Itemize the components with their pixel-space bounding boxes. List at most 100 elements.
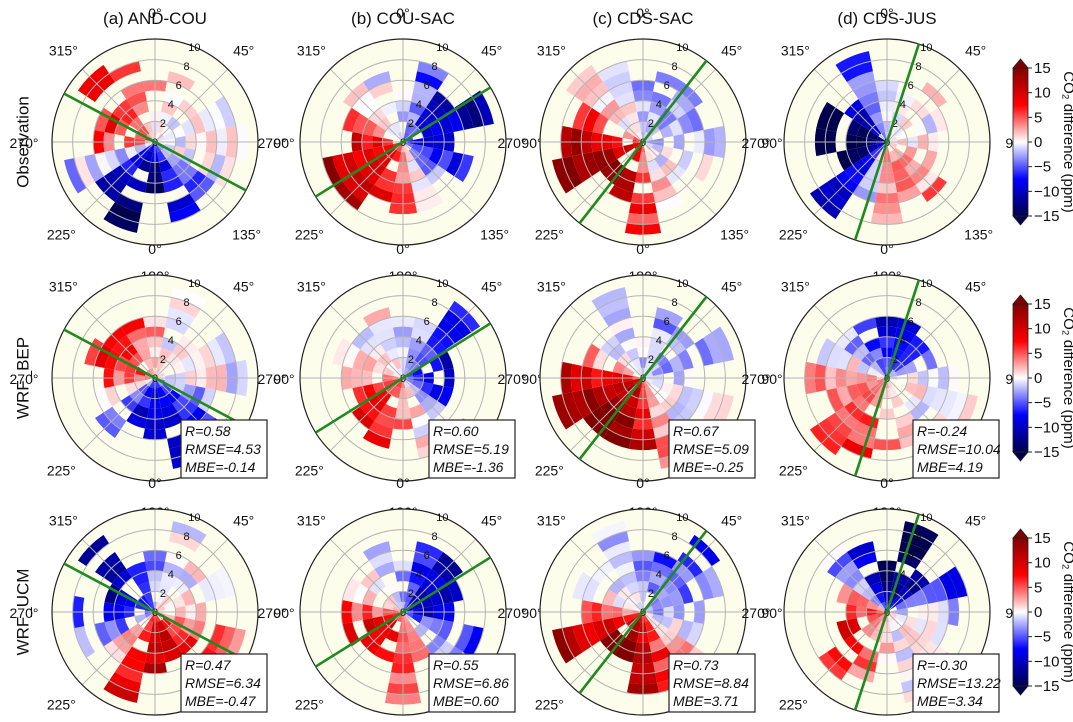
- heat-cell: [637, 131, 643, 142]
- angle-label: 90°: [273, 605, 294, 621]
- heat-cell: [362, 119, 378, 136]
- angle-label: 225°: [535, 463, 564, 479]
- angle-label: 225°: [779, 697, 808, 713]
- heat-cell: [159, 395, 173, 409]
- heat-cell: [94, 388, 113, 413]
- heat-cell: [649, 167, 666, 183]
- heat-cell: [893, 167, 910, 183]
- heat-cell: [846, 618, 862, 635]
- heat-cell: [649, 571, 666, 587]
- stats-box: R=0.47 RMSE=6.34 MBE=-0.47: [180, 653, 268, 713]
- heat-cell: [155, 131, 161, 142]
- angle-label: 225°: [295, 697, 324, 713]
- radial-tick-label: 8: [915, 61, 921, 73]
- heat-cell: [428, 384, 444, 401]
- heat-cell: [643, 378, 654, 384]
- heat-cell: [380, 101, 397, 117]
- wind-reference-line: [578, 296, 708, 460]
- heat-cell: [163, 176, 184, 193]
- heat-cell: [171, 521, 207, 544]
- angle-label: 315°: [297, 278, 326, 294]
- heat-cell: [94, 622, 113, 647]
- heat-cell: [685, 622, 704, 647]
- heat-cell: [660, 594, 674, 608]
- heat-cell: [411, 144, 424, 154]
- heat-cell: [572, 571, 592, 600]
- heat-cell: [649, 637, 666, 653]
- heat-cell: [895, 614, 908, 624]
- heat-cell: [372, 360, 386, 374]
- angle-label: 270°: [258, 605, 287, 621]
- heat-cell: [647, 159, 661, 173]
- heat-cell: [846, 119, 862, 136]
- angle-label: 45°: [965, 42, 986, 58]
- angle-label: 0°: [880, 5, 893, 21]
- angle-label: 45°: [233, 278, 254, 294]
- heat-cell: [887, 378, 893, 389]
- heat-cell: [869, 111, 883, 125]
- grid-spoke: [813, 141, 888, 216]
- colorbar-tick-label: −10: [1034, 419, 1059, 436]
- heat-cell: [437, 620, 454, 641]
- heat-cell: [694, 154, 714, 183]
- heat-cell: [904, 594, 918, 608]
- grid-spoke: [81, 68, 156, 143]
- heat-cell: [846, 589, 862, 606]
- heat-cell: [409, 337, 426, 353]
- colorbar-tick-label: −5: [1034, 395, 1051, 412]
- heat-cell: [651, 561, 672, 578]
- heat-cell: [420, 124, 434, 138]
- heat-cell: [552, 628, 575, 664]
- heat-cell: [852, 317, 877, 336]
- stats-box-frame: [912, 419, 1000, 479]
- angle-label: 225°: [295, 227, 324, 243]
- heat-cell: [645, 357, 655, 370]
- radial-tick-label: 6: [424, 550, 430, 562]
- heat-cell: [163, 561, 184, 578]
- heat-cell: [397, 131, 403, 142]
- heat-cell: [643, 612, 654, 618]
- heat-cell: [864, 101, 881, 117]
- polar-panel: 02468100°45°90°135°180°225°270°315°R=0.7…: [498, 475, 783, 716]
- heat-cell: [171, 287, 207, 310]
- heat-cell: [602, 541, 631, 561]
- heat-cell: [895, 130, 908, 140]
- heat-cell: [572, 154, 592, 183]
- heat-cell: [409, 637, 426, 653]
- heat-cell: [895, 412, 916, 429]
- heat-cell: [104, 620, 121, 641]
- heat-cell: [417, 61, 449, 83]
- heat-cell: [622, 380, 635, 390]
- heat-cell: [420, 382, 434, 396]
- row-titles: Observation WRF_BEP WRF_UCM: [13, 96, 32, 655]
- heat-cell: [104, 386, 121, 407]
- heat-cell: [332, 337, 352, 366]
- radial-tick-label: 10: [436, 42, 448, 54]
- colorbar-label: CO₂ difference (ppm): [1060, 307, 1073, 448]
- angle-label: 270°: [742, 135, 771, 151]
- heat-cell: [562, 626, 584, 658]
- heat-cell: [144, 378, 155, 384]
- colorbar-tick-label: 15: [1034, 530, 1051, 547]
- heat-cell: [582, 152, 601, 177]
- heat-cell: [846, 148, 862, 165]
- radial-tick-label: 2: [892, 354, 898, 366]
- heat-cell: [405, 121, 415, 134]
- heat-cell: [391, 357, 401, 370]
- heat-cell: [835, 51, 871, 74]
- heat-cell: [368, 420, 393, 439]
- radial-tick-label: 4: [656, 99, 662, 111]
- heat-cell: [836, 349, 853, 370]
- heat-cell: [904, 146, 918, 160]
- radial-tick-label: 10: [188, 512, 200, 524]
- heat-cell: [392, 372, 403, 378]
- heat-cell: [858, 646, 879, 663]
- column-title: (d) CDS-JUS: [837, 9, 936, 28]
- heat-cell: [391, 386, 401, 399]
- heat-cell: [405, 357, 415, 370]
- heat-cell: [677, 583, 694, 604]
- radial-tick-label: 8: [431, 61, 437, 73]
- heat-cell: [165, 317, 190, 336]
- angle-label: 225°: [535, 227, 564, 243]
